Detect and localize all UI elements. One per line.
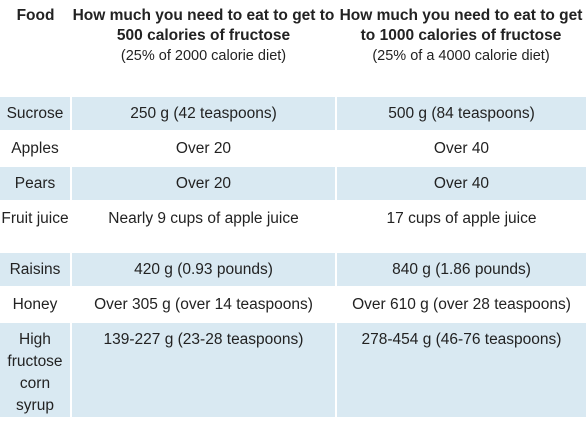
amount-1000-cell: 278-454 g (46-76 teaspoons) bbox=[335, 322, 586, 417]
table-row: Fruit juice Nearly 9 cups of apple juice… bbox=[0, 201, 586, 252]
table-row: Raisins 420 g (0.93 pounds) 840 g (1.86 … bbox=[0, 252, 586, 287]
amount-500-cell: Over 20 bbox=[70, 131, 336, 166]
food-cell: High fructose corn syrup bbox=[0, 322, 71, 417]
food-cell: Apples bbox=[11, 140, 59, 157]
table-row: Honey Over 305 g (over 14 teaspoons) Ove… bbox=[0, 287, 586, 322]
header-food: Food bbox=[16, 7, 55, 24]
header-1000-calories: How much you need to eat to get to 1000 … bbox=[336, 0, 586, 96]
table-row: High fructose corn syrup 139-227 g (23-2… bbox=[0, 322, 586, 417]
amount-500-cell: 139-227 g (23-28 teaspoons) bbox=[70, 322, 336, 417]
amount-1000-cell: 500 g (84 teaspoons) bbox=[335, 96, 586, 131]
fructose-table: Food How much you need to eat to get to … bbox=[0, 0, 586, 417]
amount-500-cell: Over 20 bbox=[70, 166, 336, 201]
food-cell: Honey bbox=[12, 296, 58, 313]
amount-1000-cell: 17 cups of apple juice bbox=[335, 201, 586, 252]
header-500-calories: How much you need to eat to get to 500 c… bbox=[71, 0, 336, 96]
table-row: Pears Over 20 Over 40 bbox=[0, 166, 586, 201]
table-row: Apples Over 20 Over 40 bbox=[0, 131, 586, 166]
header-500-title: How much you need to eat to get to 500 c… bbox=[72, 7, 335, 44]
header-1000-title: How much you need to eat to get to 1000 … bbox=[339, 7, 583, 44]
header-row: Food How much you need to eat to get to … bbox=[0, 0, 586, 96]
amount-1000-cell: Over 40 bbox=[335, 166, 586, 201]
amount-1000-cell: Over 610 g (over 28 teaspoons) bbox=[335, 287, 586, 322]
food-cell: Fruit juice bbox=[1, 210, 69, 227]
amount-1000-cell: Over 40 bbox=[335, 131, 586, 166]
amount-500-cell: Over 305 g (over 14 teaspoons) bbox=[70, 287, 336, 322]
amount-500-cell: Nearly 9 cups of apple juice bbox=[70, 201, 336, 252]
amount-500-cell: 420 g (0.93 pounds) bbox=[70, 252, 336, 287]
amount-1000-cell: 840 g (1.86 pounds) bbox=[335, 252, 586, 287]
amount-500-cell: 250 g (42 teaspoons) bbox=[70, 96, 336, 131]
food-cell: Sucrose bbox=[0, 96, 71, 131]
table-row: Sucrose 250 g (42 teaspoons) 500 g (84 t… bbox=[0, 96, 586, 131]
header-1000-subtitle: (25% of a 4000 calorie diet) bbox=[372, 48, 550, 64]
header-500-subtitle: (25% of 2000 calorie diet) bbox=[120, 48, 287, 64]
food-cell: Raisins bbox=[0, 252, 71, 287]
food-cell: Pears bbox=[0, 166, 71, 201]
